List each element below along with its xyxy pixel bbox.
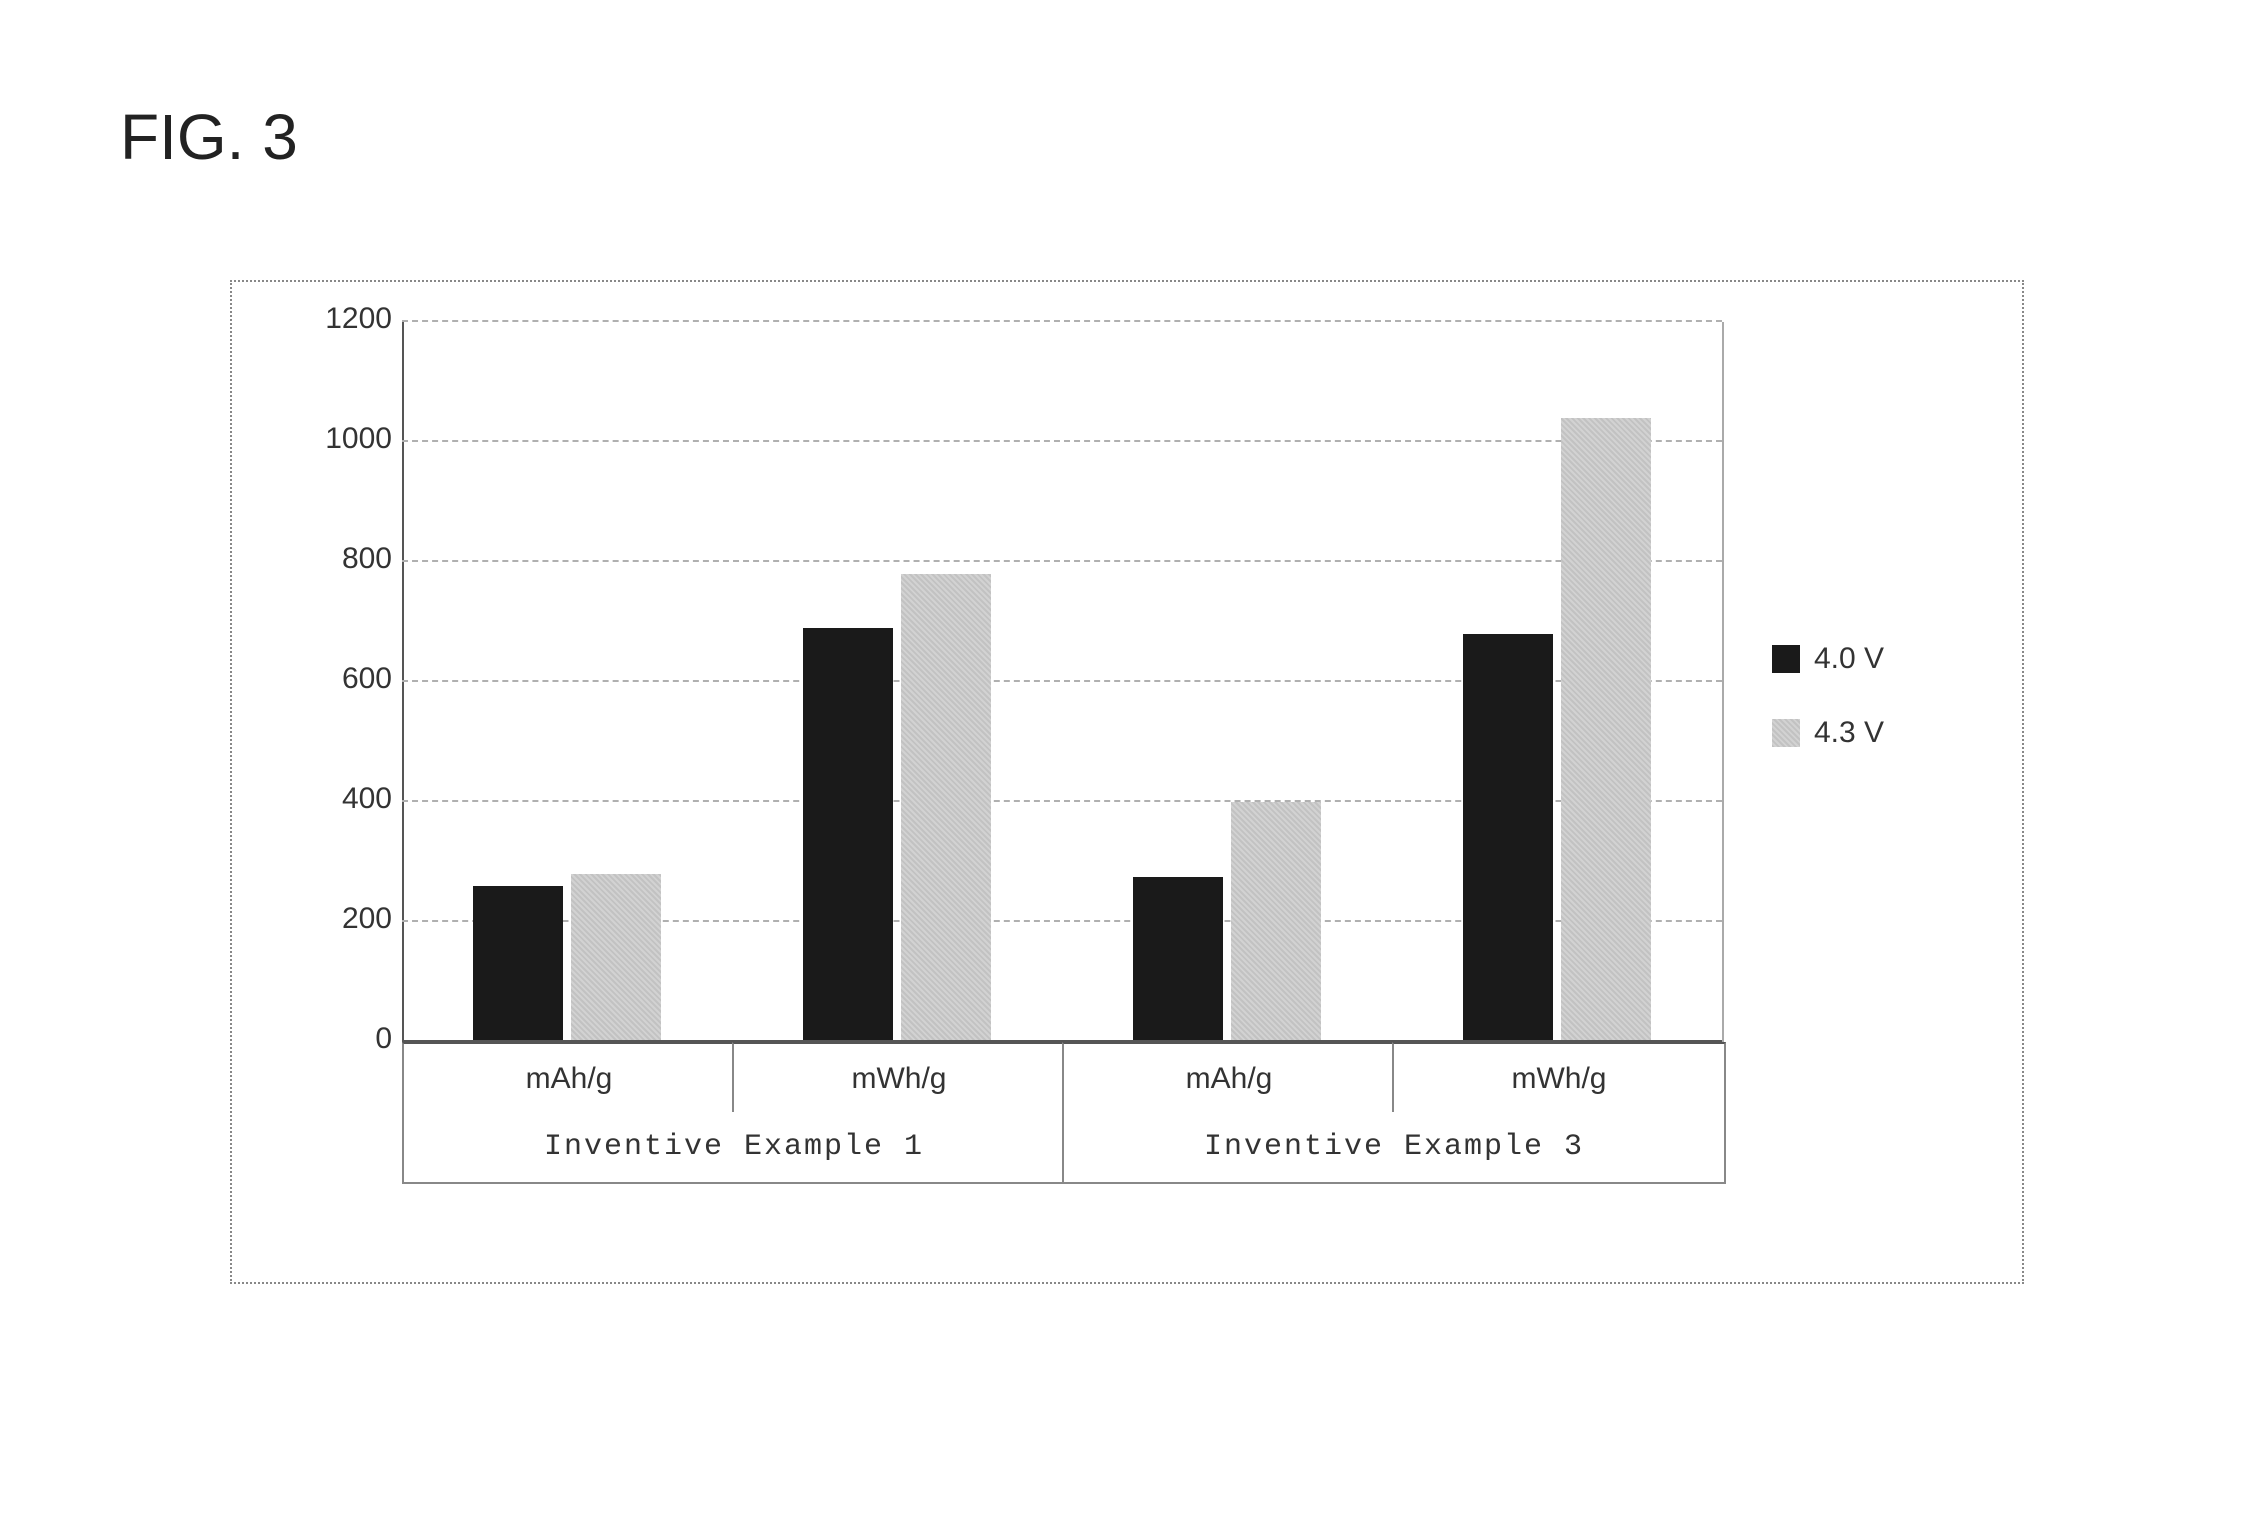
group-ex3: Inventive Example 3 [1062, 1112, 1726, 1184]
ytick-0: 0 [312, 1022, 392, 1056]
bar-ex1-mwhg-43v [901, 574, 991, 1042]
legend-swatch-40v [1772, 645, 1800, 673]
ytick-600: 600 [312, 662, 392, 696]
legend-label-40v: 4.0 V [1814, 642, 1884, 676]
ytick-1000: 1000 [312, 422, 392, 456]
cat-ex1-mwhg: mWh/g [732, 1042, 1066, 1116]
bar-ex3-mwhg-40v [1463, 634, 1553, 1042]
bar-ex1-mahg-43v [571, 874, 661, 1042]
bar-ex3-mwhg-43v [1561, 418, 1651, 1042]
gridline-800 [402, 560, 1722, 562]
legend: 4.0 V 4.3 V [1772, 642, 1884, 790]
ytick-400: 400 [312, 782, 392, 816]
ytick-1200: 1200 [312, 302, 392, 336]
legend-item-40v: 4.0 V [1772, 642, 1884, 676]
cat-ex3-mwhg: mWh/g [1392, 1042, 1726, 1116]
gridline-1200 [402, 320, 1722, 322]
legend-swatch-43v [1772, 719, 1800, 747]
gridline-1000 [402, 440, 1722, 442]
cat-ex3-mahg: mAh/g [1062, 1042, 1396, 1116]
ytick-800: 800 [312, 542, 392, 576]
group-ex1: Inventive Example 1 [402, 1112, 1066, 1184]
y-axis [402, 322, 404, 1042]
page: FIG. 3 0 200 400 600 800 1000 1200 [0, 0, 2248, 1514]
bar-ex3-mahg-43v [1231, 802, 1321, 1042]
bar-ex1-mwhg-40v [803, 628, 893, 1042]
bar-ex3-mahg-40v [1133, 877, 1223, 1042]
legend-item-43v: 4.3 V [1772, 716, 1884, 750]
figure-label: FIG. 3 [120, 100, 298, 174]
plot-area [402, 322, 1724, 1042]
ytick-200: 200 [312, 902, 392, 936]
bar-ex1-mahg-40v [473, 886, 563, 1042]
chart-frame: 0 200 400 600 800 1000 1200 [230, 280, 2024, 1284]
legend-label-43v: 4.3 V [1814, 716, 1884, 750]
cat-ex1-mahg: mAh/g [402, 1042, 736, 1116]
